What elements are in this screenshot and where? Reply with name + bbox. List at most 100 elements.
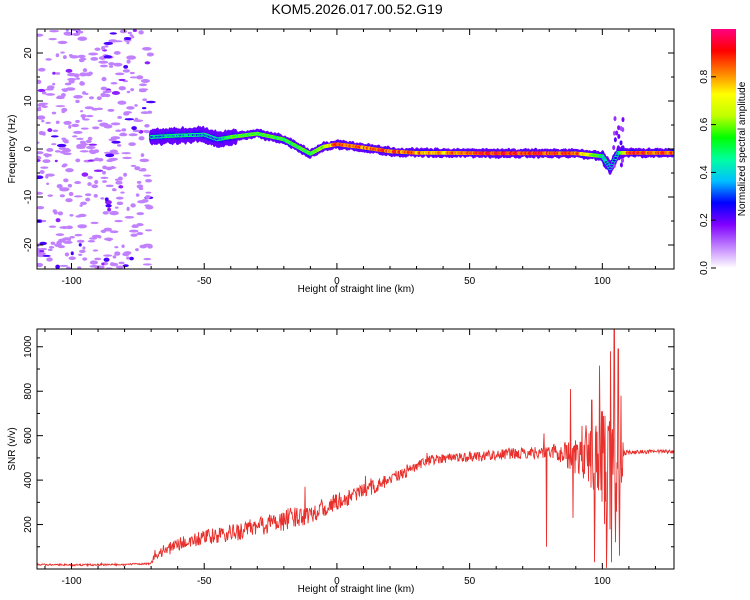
noise-blob [75,77,81,80]
noise-blob [79,72,87,77]
noise-blob [77,224,88,229]
noise-blob [123,111,133,114]
noise-blob [64,252,70,257]
x-tick-label: 0 [334,276,340,287]
noise-blob [96,96,102,101]
noise-blob [61,110,66,114]
noise-blob [41,91,47,95]
noise-blob [82,257,88,261]
noise-blob [100,197,105,200]
noise-blob [55,72,61,75]
noise-blob [79,204,83,207]
colorbar-tick-label: 0.2 [699,213,710,227]
noise-blob [136,223,143,226]
noise-blob [68,191,74,197]
noise-blob [79,150,89,153]
noise-blob [101,76,107,82]
noise-blob [55,120,60,125]
noise-blob [109,230,119,234]
noise-blob [130,164,137,167]
noise-blob [41,105,48,109]
noise-blob [65,168,74,173]
noise-blob [37,247,41,251]
ridge-spike [621,117,625,123]
noise-blob [136,180,142,184]
noise-blob [143,130,151,134]
y-tick-label: 20 [23,47,34,59]
spectrogram-x-axis-label: Height of straight line (km) [298,284,415,295]
noise-blob [100,86,108,91]
noise-blob [118,100,127,105]
noise-blob [115,129,122,132]
noise-blob [145,100,156,104]
ridge-core [614,156,618,160]
noise-blob [39,170,45,174]
noise-blob [37,159,41,163]
snr-y-axis-label: SNR (v/v) [7,427,18,470]
noise-blob [122,69,131,73]
noise-blob [38,130,45,136]
noise-blob [102,180,107,183]
noise-blob [50,135,59,138]
noise-blob [126,90,131,94]
noise-blob [105,153,115,158]
noise-blob [48,37,57,41]
noise-blob [69,213,74,217]
noise-blob [85,145,96,150]
noise-blob [55,264,60,269]
noise-blob [47,128,53,133]
noise-blob [61,88,68,91]
y-tick-label: -10 [23,189,34,204]
noise-blob [138,187,144,190]
noise-blob [118,185,124,189]
ridge-core [610,164,614,167]
noise-blob [104,237,114,241]
noise-blob [104,45,109,48]
noise-blob [109,262,119,267]
noise-blob [92,126,100,130]
noise-blob [49,29,60,33]
noise-blob [69,55,79,59]
noise-blob [102,211,109,215]
noise-blob [38,102,49,105]
y-tick-label: -20 [23,237,34,252]
noise-blob [63,120,72,125]
noise-blob [142,98,148,102]
noise-blob [85,139,92,144]
noise-blob [45,174,49,179]
noise-blob [108,62,115,66]
noise-blob [141,106,147,110]
noise-blob [134,104,138,107]
y-tick-label: 1000 [23,335,34,358]
noise-blob [54,159,58,163]
noise-blob [93,169,104,172]
noise-blob [48,245,55,249]
noise-blob [45,121,51,124]
noise-blob [67,72,77,77]
x-tick-label: -100 [61,276,81,287]
noise-blob [77,266,82,269]
noise-blob [37,252,46,256]
colorbar-tick-label: 0.6 [699,117,710,131]
noise-blob [57,40,68,45]
ridge-core [615,154,619,157]
noise-blob [55,105,66,108]
noise-blob [110,122,121,126]
noise-blob [139,158,150,163]
noise-blob [59,264,69,267]
noise-blob [39,247,48,251]
ridge-core [612,159,616,162]
noise-blob [113,51,121,55]
noise-blob [89,260,98,265]
noise-blob [37,262,44,268]
noise-blob [70,251,74,256]
noise-blob [80,201,87,205]
noise-blob [109,210,119,216]
noise-blob [105,203,112,208]
noise-blob [134,166,141,171]
noise-blob [47,248,53,252]
ridge-core [608,167,612,170]
noise-blob [76,239,85,243]
noise-blob [119,29,128,34]
noise-blob [141,47,152,51]
